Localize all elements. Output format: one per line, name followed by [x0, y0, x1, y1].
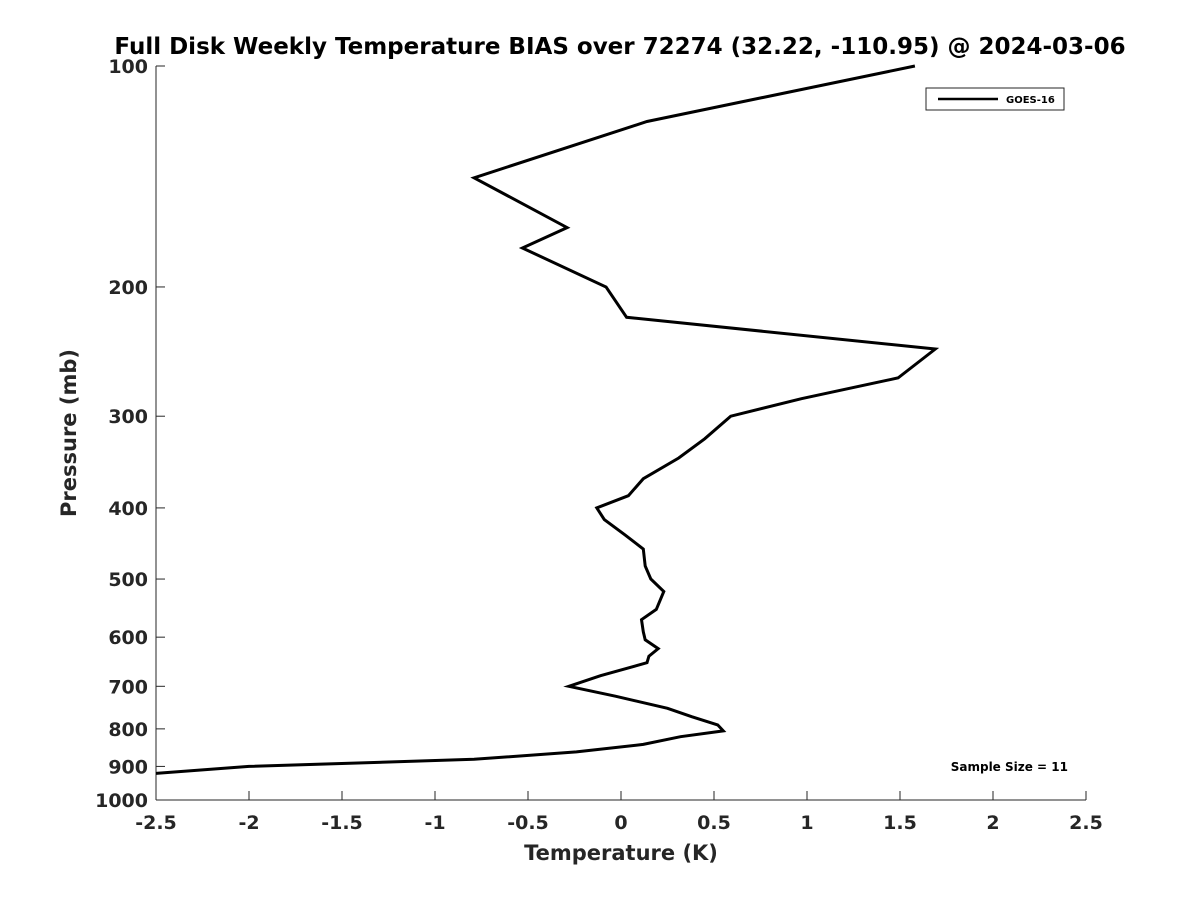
- sample-size-annotation: Sample Size = 11: [951, 760, 1068, 774]
- x-axis-label: Temperature (K): [524, 841, 718, 865]
- y-tick-label: 800: [108, 719, 148, 741]
- y-tick-label: 900: [108, 756, 148, 778]
- y-tick-label: 100: [108, 56, 148, 78]
- y-axis-label: Pressure (mb): [57, 349, 81, 517]
- x-tick-label: 2: [986, 812, 999, 834]
- y-tick-label: 500: [108, 569, 148, 591]
- y-tick-label: 600: [108, 627, 148, 649]
- x-tick-label: -0.5: [507, 812, 549, 834]
- y-tick-label: 400: [108, 498, 148, 520]
- x-tick-label: -1: [424, 812, 445, 834]
- x-tick-label: 2.5: [1069, 812, 1103, 834]
- y-tick-label: 1000: [95, 790, 148, 812]
- x-tick-label: -2.5: [135, 812, 177, 834]
- y-tick-label: 300: [108, 406, 148, 428]
- x-tick-label: 0: [614, 812, 627, 834]
- x-tick-label: 1.5: [883, 812, 917, 834]
- x-tick-label: -2: [238, 812, 259, 834]
- series-line-goes-16: [155, 64, 940, 775]
- x-tick-label: 1: [800, 812, 813, 834]
- legend: GOES-16: [925, 87, 1065, 111]
- x-ticks: -2.5 -2 -1.5 -1 -0.5 0 0.5 1 1.5 2 2.5: [135, 791, 1103, 834]
- chart-title: Full Disk Weekly Temperature BIAS over 7…: [114, 34, 1125, 60]
- y-tick-label: 700: [108, 676, 148, 698]
- x-tick-label: 0.5: [697, 812, 731, 834]
- series-group: [155, 64, 940, 775]
- y-ticks: 100 200 300 400 500 600 700 800 900 1000: [95, 56, 165, 812]
- x-tick-label: -1.5: [321, 812, 363, 834]
- y-tick-label: 200: [108, 277, 148, 299]
- legend-label-goes-16: GOES-16: [1006, 95, 1055, 106]
